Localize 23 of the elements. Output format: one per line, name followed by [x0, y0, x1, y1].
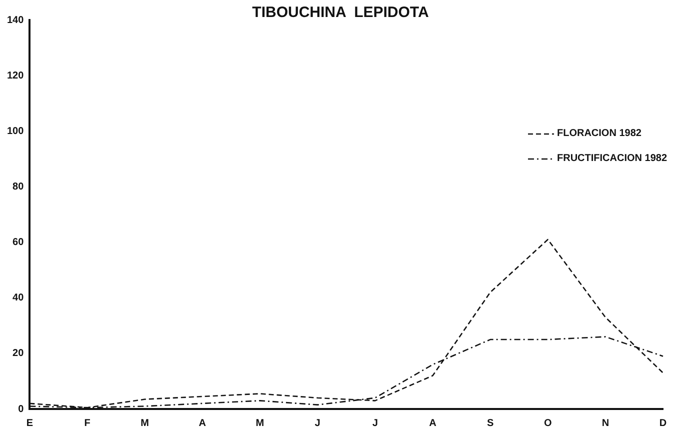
chart-title: TIBOUCHINA LEPIDOTA: [252, 4, 429, 21]
x-tick-label: M: [256, 418, 264, 429]
y-tick-label: 100: [6, 126, 24, 137]
x-tick-label: N: [602, 418, 610, 429]
x-tick-label: J: [314, 418, 320, 429]
y-tick-label: 40: [12, 292, 24, 304]
y-tick-label: 120: [6, 70, 24, 82]
y-tick-label: 20: [12, 348, 24, 360]
y-tick-label: 80: [12, 181, 24, 192]
x-tick-label: S: [486, 418, 494, 429]
x-tick-label: M: [140, 418, 150, 429]
x-tick-label: O: [544, 418, 552, 429]
x-tick-label: F: [84, 418, 90, 429]
legend-label: FLORACION 1982: [556, 128, 642, 139]
x-tick-label: D: [659, 418, 667, 429]
x-tick-label: A: [429, 418, 436, 429]
y-tick-label: 140: [6, 14, 24, 26]
x-tick-label: J: [372, 418, 378, 429]
legend-label: FRUCTIFICACION 1982: [556, 153, 667, 164]
y-tick-label: 0: [18, 404, 24, 415]
y-tick-label: 60: [12, 237, 24, 248]
x-tick-label: E: [26, 418, 34, 429]
x-tick-label: A: [198, 418, 206, 429]
